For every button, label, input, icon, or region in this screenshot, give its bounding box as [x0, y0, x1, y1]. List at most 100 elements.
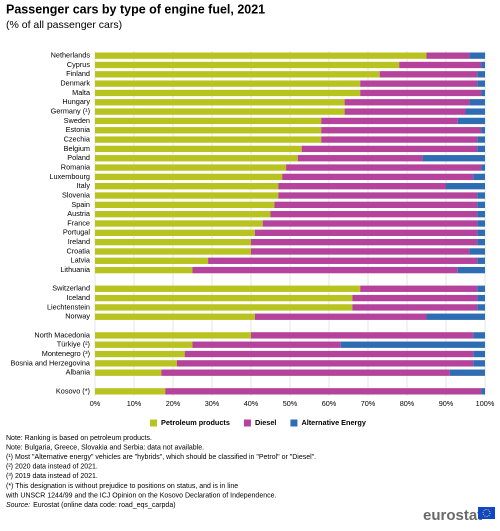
y-tick-label: Croatia [66, 246, 90, 255]
bar-segment [477, 201, 485, 209]
y-tick-label: Ireland [68, 237, 90, 246]
bar-segment [321, 136, 478, 143]
y-tick-label: North Macedonia [34, 330, 91, 339]
bar-segment [95, 99, 345, 106]
y-tick-label: Belgium [64, 144, 90, 153]
bar-segment [340, 341, 485, 348]
logo: eurostat [423, 507, 482, 524]
y-tick-label: Luxembourg [49, 172, 90, 181]
bar-segment [95, 127, 322, 134]
y-tick-label: Spain [71, 200, 90, 209]
bar-segment [469, 248, 485, 255]
bar-segment [208, 257, 478, 264]
y-tick-label: Latvia [71, 256, 91, 265]
bar-segment [95, 341, 193, 348]
y-tick-label: Türkiye (²) [57, 340, 90, 349]
bar-segment [477, 80, 485, 87]
bar-segment [95, 145, 302, 153]
legend-swatch [290, 419, 298, 427]
bar-segment [95, 71, 380, 78]
note: (³) 2019 data instead of 2021. [6, 473, 98, 480]
bar-segment [344, 108, 466, 115]
bar-segment [95, 211, 271, 218]
bar-segment [282, 173, 474, 181]
x-tick-label: 0% [90, 399, 101, 408]
chart-subtitle: (% of all passenger cars) [6, 19, 122, 31]
bar-segment [481, 388, 485, 395]
bar-segment [379, 71, 478, 78]
bar-segment [477, 294, 485, 302]
y-tick-label: Cyprus [67, 60, 90, 69]
bar-segment [251, 248, 470, 255]
bar-segment [286, 164, 482, 171]
bar-segment [254, 229, 478, 236]
y-tick-label: Slovenia [62, 190, 91, 199]
bar-segment [95, 136, 322, 143]
y-tick-label: Kosovo (*) [56, 386, 90, 395]
y-tick-label: Italy [77, 181, 91, 190]
bar-segment [95, 183, 279, 190]
bar-segment [473, 173, 485, 181]
y-tick-label: Finland [66, 69, 90, 78]
bar-segment [477, 71, 485, 78]
bar-segment [278, 183, 446, 190]
y-tick-label: Estonia [66, 125, 91, 134]
bar-segment [251, 238, 478, 246]
bar-segment [95, 350, 185, 358]
source: Eurostat (online data code: road_eqs_car… [33, 502, 175, 509]
x-tick-label: 60% [322, 399, 337, 408]
note: Note: Bulgaria, Greece, Slovakia and Ser… [6, 444, 204, 451]
bar-segment [473, 360, 485, 367]
bar-segment [481, 61, 485, 69]
bar-segment [95, 332, 251, 339]
legend-swatch [243, 419, 251, 427]
bar-segment [457, 266, 485, 274]
bar-segment [95, 229, 255, 236]
bar-segment [426, 52, 470, 59]
bar-segment [95, 248, 251, 255]
bar-segment [477, 145, 485, 153]
bar-segment [176, 360, 474, 367]
bar-segment [262, 220, 478, 227]
legend-swatch [150, 419, 157, 427]
x-tick-label: 20% [166, 399, 181, 408]
y-tick-label: Lithuania [60, 265, 91, 274]
y-tick-label: Czechia [64, 135, 91, 144]
note: (²) 2020 data instead of 2021. [6, 464, 98, 471]
note: with UNSCR 1244/99 and the ICJ Opinion o… [5, 492, 277, 499]
bar-segment [477, 238, 485, 246]
bar-segment [95, 285, 361, 292]
bar-segment [360, 80, 478, 87]
bar-segment [95, 164, 287, 171]
bar-segment [481, 127, 485, 134]
bar-segment [95, 108, 345, 115]
x-tick-label: 10% [127, 399, 142, 408]
bar-segment [352, 304, 478, 311]
bar-segment [477, 136, 485, 143]
y-tick-label: Montenegro (³) [42, 349, 90, 358]
y-tick-label: France [67, 218, 90, 227]
bar-segment [477, 257, 485, 264]
source-label: Source: [6, 502, 30, 509]
y-tick-label: Netherlands [51, 51, 91, 60]
bar-segment [297, 155, 423, 162]
bar-segment [95, 304, 353, 311]
y-tick-label: Liechtenstein [47, 302, 90, 311]
bar-segment [95, 313, 255, 320]
bar-segment [321, 127, 482, 134]
x-tick-label: 30% [205, 399, 220, 408]
bar-segment [477, 229, 485, 236]
bar-segment [481, 89, 485, 97]
bar-segment [344, 99, 470, 106]
bar-segment [95, 173, 283, 181]
bar-segment [192, 341, 341, 348]
y-tick-label: Poland [67, 153, 90, 162]
bar-segment [95, 294, 353, 302]
bar-segment [95, 52, 427, 59]
bar-segment [352, 294, 478, 302]
logo-flag [478, 507, 495, 519]
bar-segment [184, 350, 474, 358]
bar-segment [477, 220, 485, 227]
y-tick-label: Switzerland [52, 284, 90, 293]
